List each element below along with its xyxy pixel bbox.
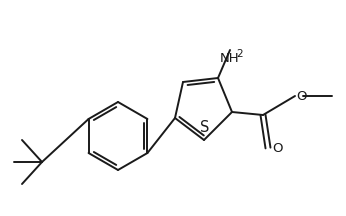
Text: O: O (272, 141, 282, 154)
Text: NH: NH (220, 52, 240, 65)
Text: 2: 2 (237, 49, 243, 59)
Text: O: O (296, 89, 307, 103)
Text: S: S (200, 120, 210, 135)
